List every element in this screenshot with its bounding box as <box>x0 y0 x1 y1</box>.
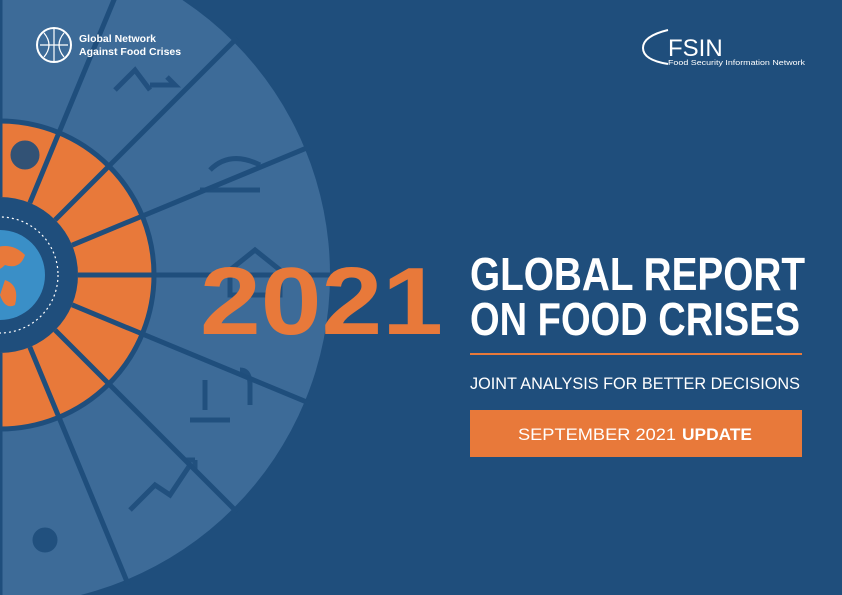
spoke <box>27 346 131 586</box>
logo-text: Against Food Crises <box>79 46 181 58</box>
spoke <box>53 36 239 222</box>
logo-text: Global Network <box>79 33 156 45</box>
spoke <box>71 302 311 406</box>
ring <box>0 118 157 432</box>
gnafc-logo: Global Network Against Food Crises <box>36 27 181 63</box>
spoke <box>53 328 239 514</box>
spoke <box>27 0 117 204</box>
wheel <box>0 0 335 595</box>
edition-box <box>470 410 802 457</box>
title: ON FOOD CRISES <box>470 293 800 345</box>
subtitle: JOINT ANALYSIS FOR BETTER DECISIONS <box>470 374 800 393</box>
edition: SEPTEMBER 2021 <box>518 425 676 444</box>
fsin-logo: FSIN Food Security Information Network <box>641 29 805 67</box>
spoke <box>71 144 311 248</box>
logo-text: Food Security Information Network <box>668 58 805 67</box>
icons <box>10 66 283 553</box>
year: 2021 <box>200 248 443 355</box>
edition-tag: UPDATE <box>682 425 752 444</box>
title: GLOBAL REPORT <box>470 248 805 300</box>
logo-text: FSIN <box>668 35 723 62</box>
